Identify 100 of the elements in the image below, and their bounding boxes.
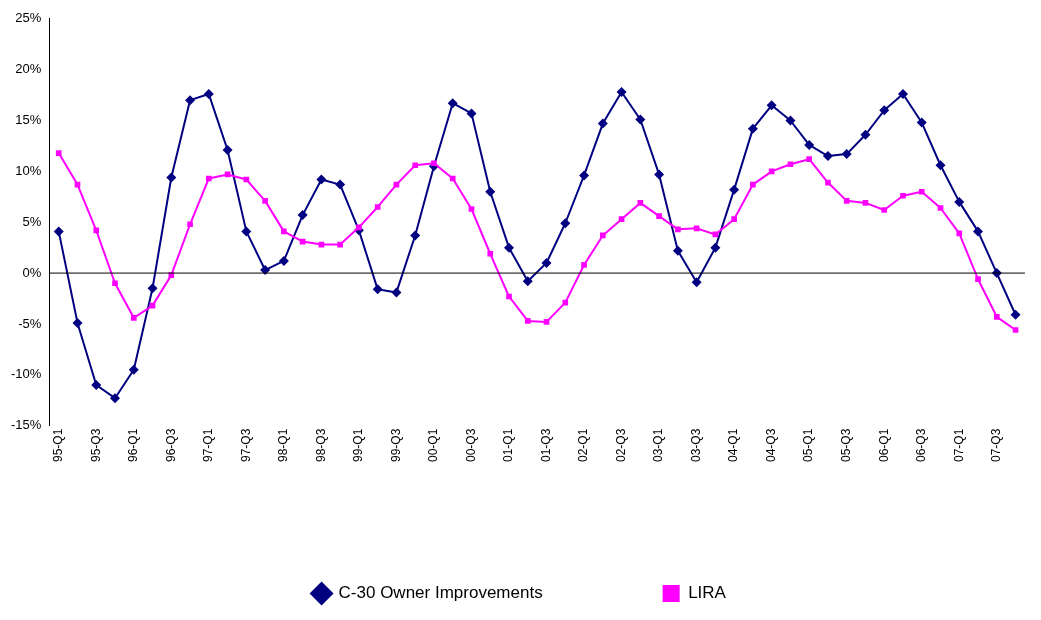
point xyxy=(954,196,965,207)
point xyxy=(750,181,756,188)
x-tick-label: 07-Q3 xyxy=(989,428,1004,463)
point xyxy=(1012,327,1019,333)
point xyxy=(55,150,62,156)
point xyxy=(822,151,833,162)
x-tick-label: 96-Q3 xyxy=(163,428,178,463)
point xyxy=(1010,309,1021,320)
x-tick-label: 96-Q1 xyxy=(126,428,141,463)
y-tick-label: 5% xyxy=(22,213,42,229)
point xyxy=(675,226,681,233)
point xyxy=(806,156,813,162)
point xyxy=(506,293,512,300)
point xyxy=(297,210,308,221)
x-tick-label: 05-Q3 xyxy=(839,428,854,463)
point xyxy=(187,221,193,228)
point xyxy=(635,114,646,125)
x-tick-label: 04-Q3 xyxy=(763,428,778,463)
point xyxy=(468,206,475,212)
point xyxy=(391,287,402,298)
point xyxy=(560,218,571,229)
point xyxy=(185,95,196,106)
point xyxy=(337,241,343,248)
x-tick-label: 00-Q1 xyxy=(426,428,441,463)
point xyxy=(916,117,927,128)
point xyxy=(543,319,550,325)
point xyxy=(787,161,794,168)
x-tick-label: 02-Q3 xyxy=(613,428,628,463)
y-tick-label: 0% xyxy=(22,264,42,280)
point xyxy=(729,184,740,195)
point xyxy=(278,255,289,266)
point xyxy=(672,245,683,256)
y-tick-label: 10% xyxy=(15,162,42,178)
legend-label: LIRA xyxy=(688,583,727,603)
y-tick-label: 20% xyxy=(15,61,42,77)
point xyxy=(487,250,494,257)
point xyxy=(881,207,888,213)
point xyxy=(900,192,906,199)
x-tick-label: 01-Q3 xyxy=(538,428,553,463)
x-tick-label: 06-Q1 xyxy=(876,428,891,463)
point xyxy=(579,170,590,181)
point xyxy=(110,393,121,404)
point xyxy=(205,175,212,182)
point xyxy=(449,175,456,182)
point xyxy=(53,226,64,237)
x-tick-label: 07-Q1 xyxy=(951,428,966,463)
point xyxy=(843,198,850,204)
point xyxy=(241,226,252,237)
x-tick-label: 03-Q3 xyxy=(688,428,703,463)
point xyxy=(599,232,606,239)
x-tick-label: 99-Q3 xyxy=(388,428,403,463)
y-tick-label: 25% xyxy=(15,10,42,26)
point xyxy=(693,225,700,232)
y-tick-label: -10% xyxy=(10,366,42,382)
legend-label: C-30 Owner Improvements xyxy=(338,583,543,603)
x-tick-label: 97-Q3 xyxy=(238,428,253,463)
point xyxy=(541,257,552,268)
point xyxy=(656,213,662,219)
point xyxy=(747,123,758,134)
point xyxy=(825,179,831,186)
point xyxy=(710,242,721,253)
point xyxy=(935,160,946,171)
point xyxy=(128,364,139,375)
point xyxy=(93,227,100,234)
x-tick-label: 98-Q1 xyxy=(276,428,291,463)
x-tick-label: 01-Q1 xyxy=(501,428,516,463)
point xyxy=(616,87,627,98)
y-tick-label: -5% xyxy=(18,315,42,331)
point xyxy=(374,204,381,210)
point xyxy=(897,89,908,100)
point xyxy=(862,200,869,206)
point xyxy=(524,318,531,324)
point xyxy=(130,315,137,321)
x-tick-label: 03-Q1 xyxy=(651,428,666,463)
point xyxy=(766,100,777,111)
point xyxy=(804,139,815,150)
point xyxy=(581,262,587,268)
y-tick-label: -15% xyxy=(10,417,42,433)
x-tick-label: 95-Q3 xyxy=(88,428,103,463)
point xyxy=(431,160,437,167)
point xyxy=(147,283,158,294)
x-tick-label: 98-Q3 xyxy=(313,428,328,463)
x-tick-label: 05-Q1 xyxy=(801,428,816,463)
point xyxy=(937,205,944,211)
point xyxy=(841,149,852,160)
x-tick-label: 00-Q3 xyxy=(463,428,478,463)
point xyxy=(485,186,496,197)
point xyxy=(466,108,477,119)
point xyxy=(112,280,118,287)
point xyxy=(785,115,796,126)
point xyxy=(522,276,533,287)
point xyxy=(879,105,890,116)
point xyxy=(597,118,608,129)
point xyxy=(637,200,644,206)
point xyxy=(356,224,362,231)
point xyxy=(447,98,458,109)
x-tick-label: 97-Q1 xyxy=(201,428,216,463)
point xyxy=(372,284,383,295)
point xyxy=(691,277,702,288)
point xyxy=(281,228,287,235)
